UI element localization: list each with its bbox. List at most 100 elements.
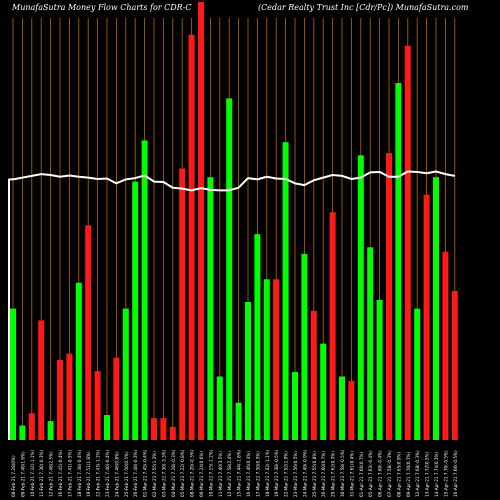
x-tick-label: 02-Mar-21 7.55(1.3%) <box>152 451 157 497</box>
price-line-path <box>8 170 455 440</box>
bar <box>367 247 374 440</box>
x-tick-label: 29-Mar-21 7.62(0.3%) <box>331 451 336 497</box>
x-tick-label: 19-Mar-21 7.38(-0.5%) <box>274 449 279 497</box>
x-axis-labels: 08-Feb-21 7.28(0%) 09-Feb-21 7.40(1.6%) 10… <box>11 449 458 497</box>
bar <box>94 371 101 440</box>
bar <box>19 425 26 440</box>
x-tick-label: 15-Apr-21 7.70(-0.5%) <box>443 450 448 497</box>
x-tick-label: 08-Feb-21 7.28(0%) <box>11 455 16 497</box>
x-tick-label: 16-Apr-21 7.66(-0.5%) <box>453 450 458 497</box>
bar <box>66 353 73 440</box>
x-tick-label: 24-Mar-21 7.49(-0.9%) <box>302 449 307 497</box>
bar <box>339 376 345 440</box>
x-tick-label: 11-Mar-21 7.40(3.5%) <box>218 451 223 497</box>
x-tick-label: 19-Feb-21 7.51(1.8%) <box>86 451 91 497</box>
x-tick-label: 11-Feb-21 7.30(-0.3%) <box>39 449 44 497</box>
x-tick-label: 12-Apr-21 7.68(-0.3%) <box>415 450 420 497</box>
bar <box>433 177 439 440</box>
x-tick-label: 12-Mar-21 7.58(2.4%) <box>227 451 232 497</box>
x-tick-label: 09-Apr-21 7.70(0.7%) <box>406 452 411 497</box>
bar <box>10 308 16 440</box>
bar <box>179 168 186 440</box>
x-tick-label: 22-Mar-21 7.52(1.9%) <box>284 451 289 497</box>
bar <box>320 343 327 440</box>
bar <box>254 234 261 440</box>
x-tick-label: 10-Mar-21 7.15(-1.2%) <box>208 449 213 497</box>
bar <box>160 418 167 440</box>
x-tick-label: 30-Mar-21 7.58(-0.5%) <box>340 449 345 497</box>
x-tick-label: 15-Mar-21 7.44(-1.8%) <box>237 449 242 497</box>
x-tick-label: 08-Apr-21 7.65(0.9%) <box>396 452 401 497</box>
bars <box>10 2 458 441</box>
x-tick-label: 18-Mar-21 7.42(-1.1%) <box>265 449 270 497</box>
x-tick-label: 10-Feb-21 7.32(-1.1%) <box>30 449 35 497</box>
x-tick-label: 05-Mar-21 7.22(-0.8%) <box>180 449 185 497</box>
bar <box>198 2 204 440</box>
x-tick-label: 09-Feb-21 7.40(1.6%) <box>20 451 25 497</box>
bar <box>57 359 63 440</box>
x-tick-label: 04-Mar-21 7.28(-0.3%) <box>171 449 176 497</box>
bar <box>188 34 195 440</box>
bar <box>376 299 383 440</box>
x-tick-label: 24-Feb-21 7.46(0.8%) <box>114 451 119 497</box>
x-tick-label: 31-Mar-21 7.61(0.4%) <box>349 451 354 497</box>
x-tick-label: 09-Mar-21 7.24(0.6%) <box>199 451 204 497</box>
bar <box>132 181 139 440</box>
x-tick-label: 16-Feb-21 7.45(-0.4%) <box>58 449 63 497</box>
bar <box>122 308 129 440</box>
bar <box>386 153 392 441</box>
x-tick-label: 17-Feb-21 7.41(-0.5%) <box>67 449 72 497</box>
x-tick-label: 23-Feb-21 7.40(-0.4%) <box>105 449 110 497</box>
bar <box>113 357 120 440</box>
bar <box>282 142 289 440</box>
bar <box>216 376 223 440</box>
x-tick-label: 12-Feb-21 7.48(2.5%) <box>49 451 54 497</box>
x-tick-label: 01-Apr-21 7.66(0.7%) <box>359 452 364 497</box>
bar <box>263 279 270 440</box>
bar <box>348 380 355 440</box>
x-tick-label: 03-Mar-21 7.30(-3.3%) <box>161 449 166 497</box>
bar <box>141 140 148 440</box>
bar <box>404 45 411 441</box>
bar <box>414 308 421 440</box>
bar <box>442 251 449 440</box>
bar <box>75 282 82 440</box>
bar <box>357 155 364 441</box>
x-tick-label: 25-Feb-21 7.50(0.5%) <box>124 451 129 497</box>
x-tick-label: 08-Mar-21 7.20(-0.3%) <box>190 449 195 497</box>
x-tick-label: 16-Mar-21 7.46(0.3%) <box>246 451 251 497</box>
bar <box>38 320 45 440</box>
bar <box>169 426 176 440</box>
bar <box>395 83 402 440</box>
bar <box>292 372 298 440</box>
bar <box>245 302 251 440</box>
x-tick-label: 26-Mar-21 7.60(0.7%) <box>321 451 326 497</box>
chart-subtitle: (Cedar Realty Trust Inc [Cdr/Pc]) Munafa… <box>258 3 469 12</box>
x-tick-label: 07-Apr-21 7.58(-0.3%) <box>387 450 392 497</box>
bar <box>151 418 157 440</box>
bar <box>104 415 110 440</box>
x-tick-label: 17-Mar-21 7.50(0.5%) <box>255 451 260 497</box>
x-tick-label: 06-Apr-21 7.60(-0.4%) <box>378 450 383 497</box>
bar <box>47 421 54 440</box>
bar <box>207 177 214 440</box>
price-line <box>8 170 455 440</box>
x-tick-label: 26-Feb-21 7.48(-0.3%) <box>133 449 138 497</box>
chart-title: MunafaSutra Money Flow Charts for CDR-C <box>12 3 192 12</box>
bar <box>423 194 430 440</box>
bar <box>28 413 35 440</box>
x-tick-label: 13-Apr-21 7.72(0.5%) <box>425 452 430 497</box>
bar <box>329 212 336 440</box>
x-tick-label: 25-Mar-21 7.55(0.8%) <box>312 451 317 497</box>
x-tick-label: 14-Apr-21 7.74(0.3%) <box>434 452 439 497</box>
bar <box>451 291 458 440</box>
bar <box>226 98 233 441</box>
bar <box>301 253 308 440</box>
x-tick-label: 18-Feb-21 7.38(-0.4%) <box>77 449 82 497</box>
x-tick-label: 22-Feb-21 7.43(-1.1%) <box>96 449 101 497</box>
bar <box>273 279 280 440</box>
x-tick-label: 23-Mar-21 7.56(0.5%) <box>293 451 298 497</box>
bar <box>310 310 317 440</box>
x-tick-label: 05-Apr-21 7.63(-0.4%) <box>368 450 373 497</box>
